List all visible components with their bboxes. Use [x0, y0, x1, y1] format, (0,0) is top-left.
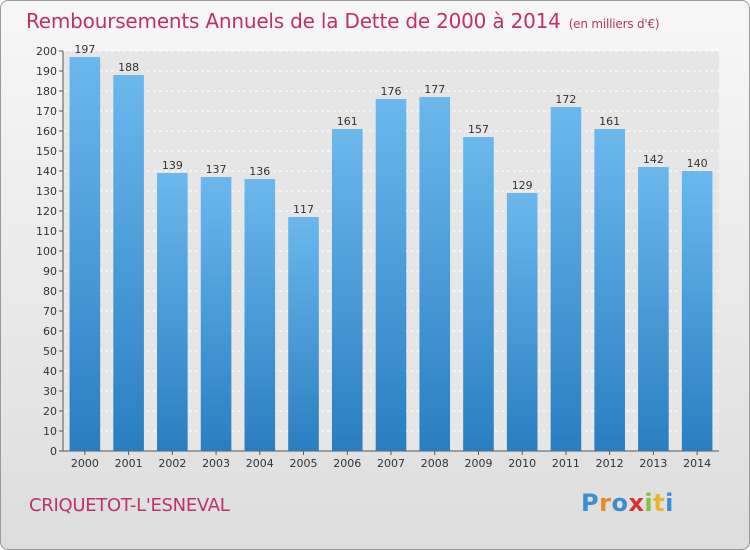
- y-tick-label: 40: [43, 365, 57, 378]
- y-tick-label: 160: [36, 125, 57, 138]
- bar: [244, 179, 276, 451]
- logo-letter: o: [611, 489, 629, 517]
- y-tick-label: 70: [43, 305, 57, 318]
- bar-value-label: 161: [599, 115, 620, 128]
- bar-value-label: 188: [118, 61, 139, 74]
- bar-value-label: 142: [643, 153, 664, 166]
- y-tick-label: 10: [43, 425, 57, 438]
- bar: [506, 193, 538, 451]
- x-tick-label: 2010: [508, 457, 536, 470]
- bar: [550, 107, 582, 451]
- logo-letter: i: [665, 489, 674, 517]
- x-tick-label: 2000: [71, 457, 99, 470]
- y-tick-label: 80: [43, 285, 57, 298]
- chart-title: Remboursements Annuels de la Dette de 20…: [26, 9, 660, 33]
- bar: [157, 173, 188, 451]
- y-tick-label: 190: [36, 65, 57, 78]
- bar: [638, 167, 669, 451]
- logo-letter: i: [644, 489, 654, 517]
- bar-value-label: 117: [293, 203, 314, 216]
- bar: [200, 177, 232, 451]
- bar-value-label: 136: [249, 165, 270, 178]
- y-tick-label: 140: [36, 165, 57, 178]
- bar-value-label: 177: [424, 83, 445, 96]
- bar: [288, 217, 319, 451]
- y-tick-label: 150: [36, 145, 57, 158]
- bar: [331, 129, 363, 451]
- x-tick-label: 2009: [464, 457, 492, 470]
- y-tick-label: 110: [36, 225, 57, 238]
- bar-value-label: 139: [162, 159, 183, 172]
- y-tick-label: 90: [43, 265, 57, 278]
- bar-value-label: 140: [687, 157, 708, 170]
- x-tick-label: 2008: [421, 457, 449, 470]
- bar: [419, 97, 451, 451]
- data-labels: 197 2000 188 2001 139 2002 137 2003 136 2004 117 20…: [71, 43, 711, 470]
- y-tick-label: 120: [36, 205, 57, 218]
- logo-letter: t: [653, 489, 666, 517]
- y-tick-label: 180: [36, 85, 57, 98]
- x-tick-label: 2003: [202, 457, 230, 470]
- x-tick-label: 2007: [377, 457, 405, 470]
- x-tick-label: 2005: [290, 457, 318, 470]
- logo-letter: x: [628, 489, 645, 517]
- y-tick-label: 20: [43, 405, 57, 418]
- bar: [594, 129, 625, 451]
- x-tick-label: 2002: [158, 457, 186, 470]
- logo-letter: P: [581, 489, 600, 517]
- bar-value-label: 172: [555, 93, 576, 106]
- x-tick-label: 2011: [552, 457, 580, 470]
- bar-value-label: 161: [337, 115, 358, 128]
- bar: [463, 137, 494, 451]
- x-tick-label: 2012: [596, 457, 624, 470]
- y-tick-label: 130: [36, 185, 57, 198]
- y-tick-label: 100: [36, 245, 57, 258]
- x-tick-label: 2006: [333, 457, 361, 470]
- bar: [681, 171, 713, 451]
- x-tick-label: 2013: [639, 457, 667, 470]
- bar: [113, 75, 144, 451]
- bar-value-label: 176: [381, 85, 402, 98]
- chart-subtitle: (en milliers d'€): [568, 17, 660, 31]
- bar: [69, 57, 101, 451]
- x-tick-label: 2004: [246, 457, 274, 470]
- y-tick-label: 60: [43, 325, 57, 338]
- y-tick-label: 50: [43, 345, 57, 358]
- title-text: Remboursements Annuels de la Dette de 20…: [26, 9, 561, 33]
- bars: [69, 57, 713, 451]
- y-tick-label: 0: [50, 445, 57, 458]
- bar-value-label: 197: [74, 43, 95, 56]
- y-tick-label: 200: [36, 45, 57, 58]
- x-tick-label: 2001: [115, 457, 143, 470]
- y-tick-label: 170: [36, 105, 57, 118]
- bar-value-label: 157: [468, 123, 489, 136]
- y-tick-label: 30: [43, 385, 57, 398]
- bar: [375, 99, 407, 451]
- logo-letter: r: [599, 489, 612, 517]
- x-tick-label: 2014: [683, 457, 711, 470]
- bar-value-label: 129: [512, 179, 533, 192]
- town-name: CRIQUETOT-L'ESNEVAL: [29, 495, 230, 516]
- proxiti-logo: Proxiti: [581, 489, 674, 517]
- bar-value-label: 137: [206, 163, 227, 176]
